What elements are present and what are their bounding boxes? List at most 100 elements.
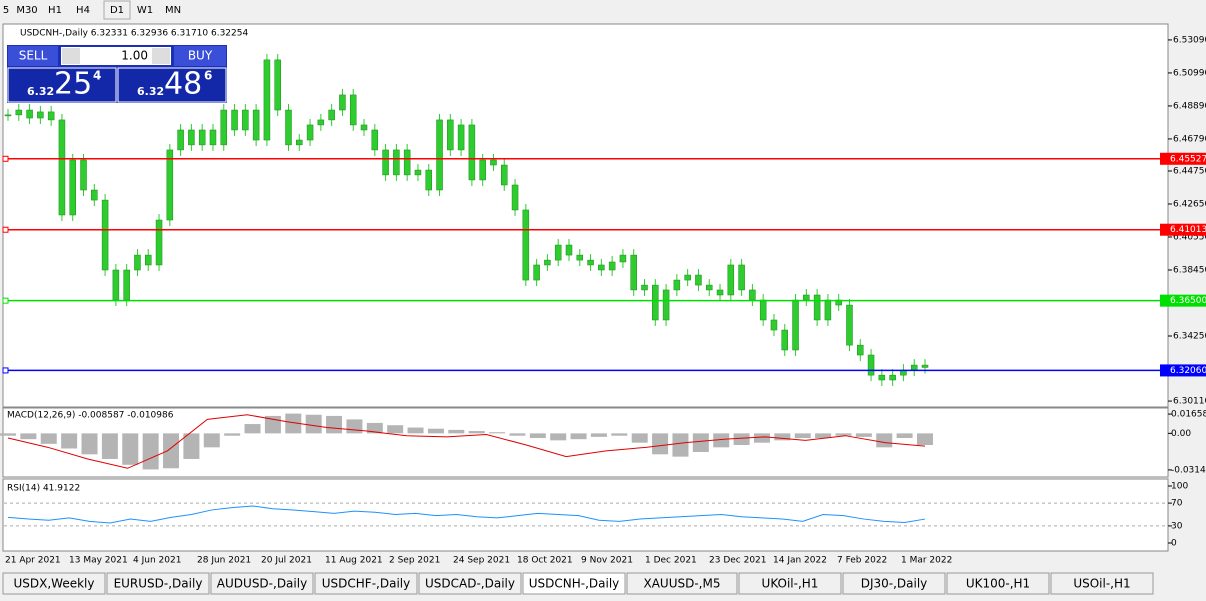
candle-body — [447, 119, 454, 151]
buy-text[interactable]: BUY — [188, 49, 213, 63]
level-handle[interactable] — [2, 297, 9, 304]
macd-bar — [326, 415, 343, 434]
timeframe-button[interactable] — [14, 1, 40, 19]
x-tick-label: 2 Sep 2021 — [389, 556, 440, 566]
lot-up[interactable] — [152, 48, 170, 64]
candle-body — [209, 129, 217, 146]
tab[interactable] — [418, 572, 522, 595]
tab-label[interactable]: USDCHF-,Daily — [322, 577, 410, 591]
candle-body — [770, 319, 778, 331]
timeframe-button[interactable] — [160, 1, 186, 19]
tab[interactable] — [626, 572, 738, 595]
macd-bar — [917, 433, 933, 446]
timeframe-button[interactable] — [103, 0, 131, 20]
trade-panel: SELL 1.00 BUY 6.32 25 4 6.32 48 6 — [7, 45, 227, 103]
tab[interactable] — [2, 572, 106, 595]
candle-body — [296, 139, 303, 146]
timeframe-label[interactable]: W1 — [137, 5, 153, 16]
tab[interactable] — [946, 572, 1050, 595]
candle-body — [910, 364, 918, 371]
y-tick-label: 6.53090 — [1173, 35, 1206, 45]
tab-label[interactable]: USDX,Weekly — [14, 577, 95, 591]
level-handle[interactable] — [2, 367, 9, 374]
candle-body — [598, 264, 605, 271]
candle-body — [684, 274, 691, 281]
tab-label[interactable]: USOil-,H1 — [1073, 577, 1130, 591]
macd-bar — [163, 433, 180, 469]
tab[interactable] — [842, 572, 946, 595]
macd-bar — [285, 413, 302, 434]
candle-body — [220, 109, 228, 146]
macd-bar — [346, 419, 363, 434]
candle-body — [824, 299, 832, 321]
timeframe-label[interactable]: M30 — [16, 5, 37, 16]
chart-header: USDCNH-,Daily 6.32331 6.32936 6.31710 6.… — [20, 29, 248, 39]
ask-box[interactable] — [117, 67, 227, 103]
timeframe-label[interactable]: H1 — [48, 5, 62, 16]
macd-bar — [387, 425, 404, 434]
x-tick-label: 4 Jun 2021 — [133, 556, 181, 566]
timeframe-button[interactable] — [42, 1, 68, 19]
timeframe-label[interactable]: MN — [165, 5, 181, 16]
rsi-tick-label: 30 — [1171, 521, 1183, 531]
macd-bar — [550, 433, 567, 441]
sell-text[interactable]: SELL — [19, 49, 48, 63]
tab-label[interactable]: AUDUSD-,Daily — [217, 577, 307, 591]
candle-body — [533, 264, 540, 281]
timeframe-label[interactable]: 5 — [3, 5, 9, 16]
lot-down[interactable] — [62, 48, 80, 64]
candle-body — [26, 109, 33, 119]
tab-label[interactable]: EURUSD-,Daily — [114, 577, 203, 591]
candle-body — [457, 124, 465, 151]
candle-body — [468, 124, 476, 181]
macd-bar — [20, 433, 37, 440]
buy-button[interactable] — [174, 46, 226, 66]
macd-bar — [631, 433, 648, 443]
timeframe-label[interactable]: H4 — [76, 5, 90, 16]
tab-label[interactable]: UK100-,H1 — [966, 577, 1030, 591]
candle-body — [263, 59, 271, 141]
tab-label[interactable]: XAUUSD-,M5 — [644, 577, 721, 591]
candle-body — [792, 299, 799, 351]
timeframe-button[interactable] — [70, 1, 96, 19]
level-tag — [1160, 152, 1206, 165]
timeframe-button[interactable] — [0, 1, 12, 19]
ask-sup: 6 — [204, 69, 212, 83]
timeframe-button[interactable] — [132, 1, 158, 19]
tab[interactable] — [522, 572, 626, 595]
level-tag — [1160, 294, 1206, 307]
timeframe-label[interactable]: D1 — [110, 5, 124, 16]
tab[interactable] — [210, 572, 314, 595]
tab-label[interactable]: USDCNH-,Daily — [529, 577, 620, 591]
x-tick-label: 1 Dec 2021 — [645, 556, 697, 566]
level-handle[interactable] — [2, 226, 9, 233]
macd-bar — [224, 433, 241, 436]
tab[interactable] — [738, 572, 842, 595]
y-tick-label: 6.40550 — [1173, 233, 1206, 243]
candle-body — [112, 269, 120, 301]
lot-input[interactable] — [61, 47, 171, 65]
macd-bar — [794, 433, 811, 439]
tab-label[interactable]: UKOil-,H1 — [762, 577, 819, 591]
tab[interactable] — [106, 572, 210, 595]
macd-bar — [407, 427, 424, 434]
candle-body — [544, 259, 551, 266]
y-tick-label: 6.50990 — [1173, 68, 1206, 78]
bid-box[interactable] — [7, 67, 117, 103]
macd-bar — [855, 433, 872, 437]
lot-text[interactable]: 1.00 — [121, 49, 148, 63]
candle-body — [339, 94, 346, 111]
macd-bar — [244, 424, 261, 434]
macd-bar — [122, 433, 139, 465]
bid-sup: 4 — [93, 69, 101, 83]
tab-label[interactable]: DJ30-,Daily — [861, 577, 928, 591]
x-tick-label: 24 Sep 2021 — [453, 556, 510, 566]
y-tick-label: 6.34250 — [1173, 332, 1206, 342]
sell-button[interactable] — [8, 46, 58, 66]
y-tick-label: 6.30110 — [1173, 397, 1206, 407]
tab[interactable] — [1050, 572, 1154, 595]
candle-body — [274, 59, 281, 111]
tab-label[interactable]: USDCAD-,Daily — [425, 577, 515, 591]
tab[interactable] — [314, 572, 418, 595]
level-handle[interactable] — [2, 155, 9, 162]
